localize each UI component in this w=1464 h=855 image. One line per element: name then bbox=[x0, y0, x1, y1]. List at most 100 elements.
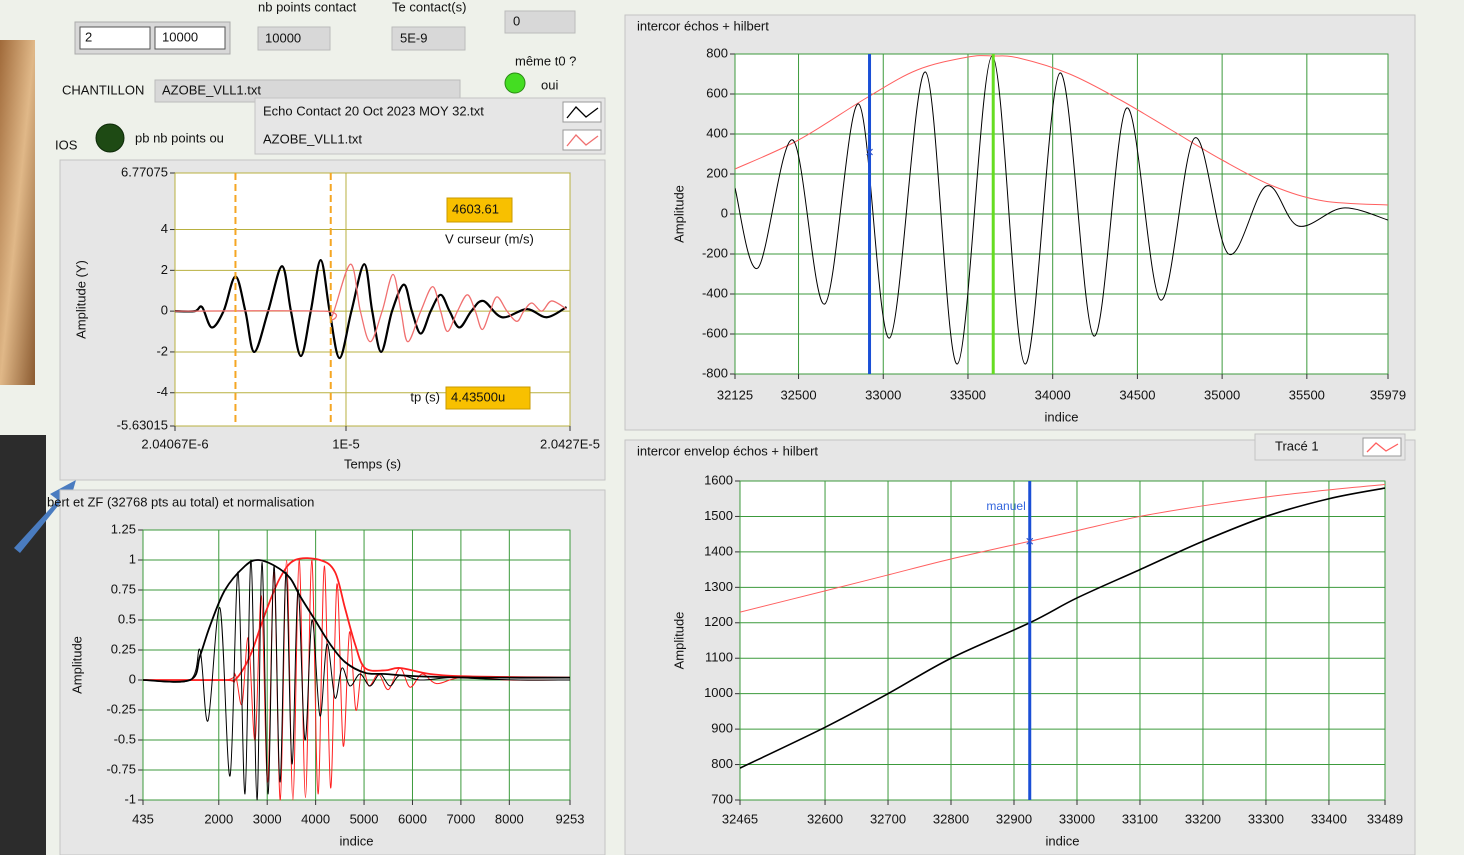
series-line bbox=[175, 259, 568, 360]
y-tick-label: 900 bbox=[711, 721, 733, 736]
series-line bbox=[740, 484, 1385, 613]
x-tick-label: 32465 bbox=[722, 811, 758, 826]
x-tick-label: 32700 bbox=[870, 811, 906, 826]
legend-swatch bbox=[566, 134, 599, 147]
y-tick-label: -800 bbox=[702, 365, 728, 380]
x-tick-label: 9253 bbox=[556, 811, 585, 826]
cursor-label: manuel bbox=[986, 499, 1025, 513]
y-tick-label: 1400 bbox=[704, 543, 733, 558]
y-tick-label: 700 bbox=[711, 791, 733, 806]
indicator-box bbox=[445, 386, 531, 410]
y-tick-label: 6.77075 bbox=[121, 164, 168, 179]
series-line bbox=[735, 55, 1388, 365]
legend-label: AZOBE_VLL1.txt bbox=[263, 131, 362, 146]
plot-area bbox=[739, 480, 1386, 801]
y-tick-label: -1 bbox=[124, 791, 136, 806]
photo-wood bbox=[0, 40, 35, 385]
y-tick-label: -5.63015 bbox=[117, 417, 168, 432]
x-tick-label: 8000 bbox=[495, 811, 524, 826]
input[interactable] bbox=[79, 26, 151, 50]
x-tick-label: 33000 bbox=[865, 387, 901, 402]
x-tick-label: 32900 bbox=[996, 811, 1032, 826]
y-tick-label: -4 bbox=[156, 384, 168, 399]
x-tick-label: 4000 bbox=[301, 811, 330, 826]
x-tick-label: 35500 bbox=[1289, 387, 1325, 402]
x-axis-label: Temps (s) bbox=[344, 456, 401, 471]
label: nb points contact bbox=[258, 0, 357, 14]
x-tick-label: 35000 bbox=[1204, 387, 1240, 402]
label: CHANTILLON bbox=[62, 82, 144, 97]
x-tick-label: 33500 bbox=[950, 387, 986, 402]
indicator-value: AZOBE_VLL1.txt bbox=[162, 82, 261, 97]
y-tick-label: -200 bbox=[702, 245, 728, 260]
chart-title: bert et ZF (32768 pts au total) et norma… bbox=[47, 494, 314, 509]
legend-icon bbox=[562, 129, 602, 151]
x-axis-label: indice bbox=[340, 833, 374, 848]
x-tick-label: 6000 bbox=[398, 811, 427, 826]
x-tick-label: 33200 bbox=[1185, 811, 1221, 826]
cursor-marker bbox=[1026, 537, 1034, 545]
y-tick-label: -0.75 bbox=[106, 761, 136, 776]
x-tick-label: 33489 bbox=[1367, 811, 1403, 826]
legend-label: Tracé 1 bbox=[1275, 438, 1319, 453]
x-tick-label: 33400 bbox=[1311, 811, 1347, 826]
indicator-value: 4603.61 bbox=[452, 201, 499, 216]
x-tick-label: 2.04067E-6 bbox=[141, 436, 208, 451]
chart-panel: 1.25 1 0.75 0.5 0.25 0 -0.25 -0.5 -0.75 -1 435 2000… bbox=[47, 489, 606, 855]
chart-panel: 800 600 400 200 0 -200 -400 -600 -800 32125 32500 3… bbox=[624, 14, 1416, 431]
label: IOS bbox=[55, 137, 78, 152]
series-group bbox=[175, 259, 568, 360]
x-tick-label: 32800 bbox=[933, 811, 969, 826]
y-tick-label: 1600 bbox=[704, 472, 733, 487]
indicator-box bbox=[446, 197, 513, 223]
y-tick-label: 0.5 bbox=[118, 611, 136, 626]
x-tick-label: 33300 bbox=[1248, 811, 1284, 826]
series-group bbox=[740, 484, 1385, 769]
chart-title: intercor envelop échos + hilbert bbox=[637, 443, 818, 458]
photo-dark bbox=[0, 435, 46, 855]
y-tick-label: 400 bbox=[706, 125, 728, 140]
indicator-value: 0 bbox=[513, 13, 520, 28]
series-line bbox=[143, 559, 570, 801]
indicator-value: 10000 bbox=[265, 30, 301, 45]
y-tick-label: 0 bbox=[161, 303, 168, 318]
input[interactable] bbox=[154, 26, 226, 50]
chart-title: intercor échos + hilbert bbox=[637, 18, 769, 33]
label: pb nb points ou bbox=[135, 130, 224, 145]
series-line bbox=[143, 559, 570, 801]
y-tick-label: 0 bbox=[721, 205, 728, 220]
y-tick-label: 1100 bbox=[705, 650, 733, 665]
cursor-marker bbox=[866, 148, 873, 156]
plot-area bbox=[142, 529, 571, 801]
legend-swatch bbox=[1366, 442, 1399, 453]
indicator bbox=[504, 10, 576, 34]
x-tick-label: 34000 bbox=[1035, 387, 1071, 402]
indicator-label: tp (s) bbox=[410, 389, 440, 404]
x-tick-label: 32125 bbox=[717, 387, 753, 402]
legend-swatch bbox=[566, 106, 599, 119]
x-tick-label: 32500 bbox=[780, 387, 816, 402]
x-tick-label: 35979 bbox=[1370, 387, 1406, 402]
y-tick-label: 800 bbox=[706, 45, 728, 60]
y-tick-label: 1 bbox=[129, 551, 136, 566]
x-tick-label: 435 bbox=[132, 811, 154, 826]
series-line bbox=[175, 263, 567, 343]
indicator-value: 5E-9 bbox=[400, 30, 427, 45]
y-axis-label: Amplitude (Y) bbox=[73, 260, 88, 339]
x-tick-label: 34500 bbox=[1119, 387, 1155, 402]
x-tick-label: 3000 bbox=[253, 811, 282, 826]
x-axis-label: indice bbox=[1046, 833, 1080, 848]
x-tick-label: 33000 bbox=[1059, 811, 1095, 826]
y-axis-label: Amplitude bbox=[671, 612, 686, 670]
led bbox=[95, 123, 125, 153]
y-tick-label: 0.75 bbox=[111, 581, 136, 596]
y-tick-label: -0.5 bbox=[114, 731, 136, 746]
x-tick-label: 5000 bbox=[350, 811, 379, 826]
x-tick-label: 1E-5 bbox=[332, 436, 359, 451]
y-tick-label: -2 bbox=[156, 343, 168, 358]
y-axis-label: Amplitude bbox=[671, 185, 686, 243]
y-tick-label: -0.25 bbox=[106, 701, 136, 716]
y-tick-label: 0 bbox=[129, 671, 136, 686]
